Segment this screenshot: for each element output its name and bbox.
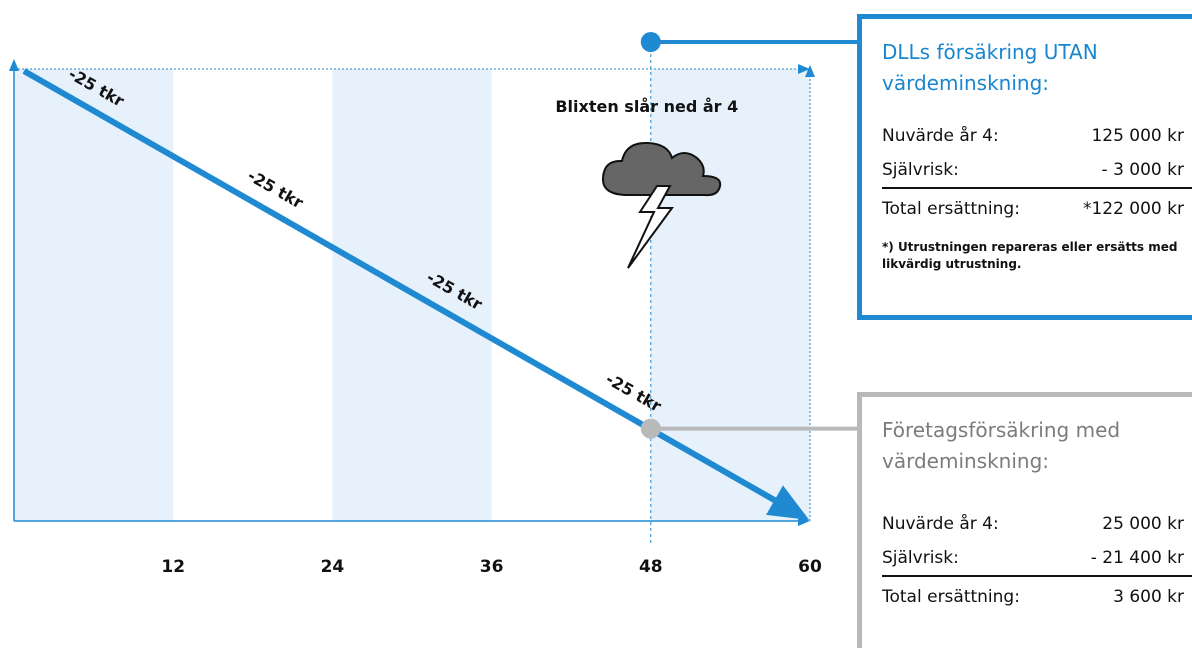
dll-rows: Nuvärde år 4: 125 000 kr Självrisk: - 3 … — [882, 119, 1192, 229]
depreciation-line — [22, 68, 810, 520]
dll-total-value: *122 000 kr — [1082, 199, 1184, 219]
x-tick-label: 36 — [480, 557, 504, 577]
dll-insurance-box: DLLs försäkring UTAN värdeminskning: Nuv… — [857, 14, 1192, 320]
company-row-value: 25 000 kr — [1102, 514, 1184, 534]
dll-box-title: DLLs försäkring UTAN värdeminskning: — [882, 40, 1098, 95]
company-total-value: 3 600 kr — [1113, 587, 1184, 607]
dll-row-label: Nuvärde år 4: — [882, 126, 999, 146]
axes — [9, 42, 815, 543]
company-connector-dot — [640, 418, 661, 439]
company-row-sjalvrisk: Självrisk: - 21 400 kr — [882, 541, 1192, 575]
x-tick-label: 12 — [161, 557, 185, 577]
dll-footnote: *) Utrustningen repareras eller ersätts … — [882, 240, 1178, 271]
company-insurance-box: Företagsförsäkring med värdeminskning: N… — [857, 392, 1192, 648]
company-row-value: - 21 400 kr — [1090, 548, 1184, 568]
x-tick-label: 48 — [639, 557, 663, 577]
dll-row-sjalvrisk: Självrisk: - 3 000 kr — [882, 153, 1192, 187]
storm-group — [601, 141, 722, 269]
year-band — [14, 69, 174, 521]
company-row-label: Nuvärde år 4: — [882, 514, 999, 534]
x-tick-label: 60 — [798, 557, 822, 577]
dll-row-label: Självrisk: — [882, 160, 959, 180]
connectors — [640, 32, 858, 431]
company-rows: Nuvärde år 4: 25 000 kr Självrisk: - 21 … — [882, 507, 1192, 617]
storm-cloud-icon — [601, 141, 722, 197]
dll-row-nuvarde: Nuvärde år 4: 125 000 kr — [882, 119, 1192, 153]
series — [22, 68, 810, 520]
lightning-icon — [627, 185, 674, 269]
dll-row-value: - 3 000 kr — [1101, 160, 1184, 180]
company-row-label: Självrisk: — [882, 548, 959, 568]
company-box-title: Företagsförsäkring med värdeminskning: — [882, 418, 1121, 473]
dll-total-label: Total ersättning: — [882, 199, 1020, 219]
x-tick-label: 24 — [321, 557, 345, 577]
year-band — [650, 69, 810, 521]
dll-row-total: Total ersättning: *122 000 kr — [882, 187, 1192, 229]
dll-row-value: 125 000 kr — [1091, 126, 1184, 146]
event-label: Blixten slår ned år 4 — [555, 97, 738, 116]
company-row-total: Total ersättning: 3 600 kr — [882, 575, 1192, 617]
company-total-label: Total ersättning: — [882, 587, 1020, 607]
dll-connector-dot — [640, 32, 661, 52]
company-row-nuvarde: Nuvärde år 4: 25 000 kr — [882, 507, 1192, 541]
